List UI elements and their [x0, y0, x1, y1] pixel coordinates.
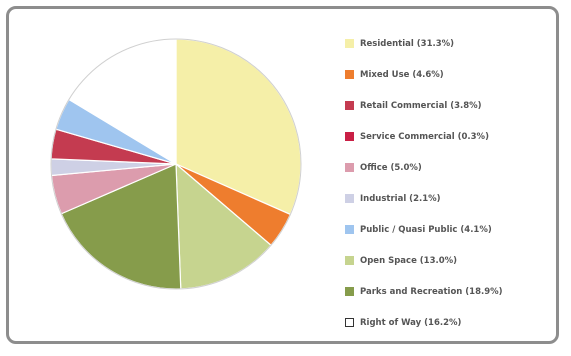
legend-item: Retail Commercial (3.8%) — [345, 90, 550, 121]
legend-label: Industrial (2.1%) — [360, 193, 441, 204]
legend-label: Retail Commercial (3.8%) — [360, 100, 482, 111]
legend-swatch — [345, 70, 354, 79]
legend-swatch — [345, 225, 354, 234]
legend-item: Service Commercial (0.3%) — [345, 121, 550, 152]
legend-label: Service Commercial (0.3%) — [360, 131, 489, 142]
legend-item: Industrial (2.1%) — [345, 183, 550, 214]
legend-swatch — [345, 163, 354, 172]
legend-item: Office (5.0%) — [345, 152, 550, 183]
legend-label: Parks and Recreation (18.9%) — [360, 286, 503, 297]
pie-outline — [50, 38, 302, 290]
legend-swatch — [345, 132, 354, 141]
legend-item: Open Space (13.0%) — [345, 245, 550, 276]
legend-item: Parks and Recreation (18.9%) — [345, 276, 550, 307]
legend-swatch — [345, 39, 354, 48]
chart-legend: Residential (31.3%) Mixed Use (4.6%) Retai… — [345, 28, 550, 338]
legend-label: Right of Way (16.2%) — [360, 317, 462, 328]
legend-label: Mixed Use (4.6%) — [360, 69, 444, 80]
legend-item: Residential (31.3%) — [345, 28, 550, 59]
legend-swatch — [345, 256, 354, 265]
legend-label: Office (5.0%) — [360, 162, 422, 173]
legend-item: Public / Quasi Public (4.1%) — [345, 214, 550, 245]
legend-swatch — [345, 318, 354, 327]
legend-label: Public / Quasi Public (4.1%) — [360, 224, 492, 235]
legend-item: Mixed Use (4.6%) — [345, 59, 550, 90]
legend-swatch — [345, 194, 354, 203]
legend-item: Right of Way (16.2%) — [345, 307, 550, 338]
legend-swatch — [345, 287, 354, 296]
legend-label: Open Space (13.0%) — [360, 255, 458, 266]
legend-swatch — [345, 101, 354, 110]
legend-label: Residential (31.3%) — [360, 38, 455, 49]
